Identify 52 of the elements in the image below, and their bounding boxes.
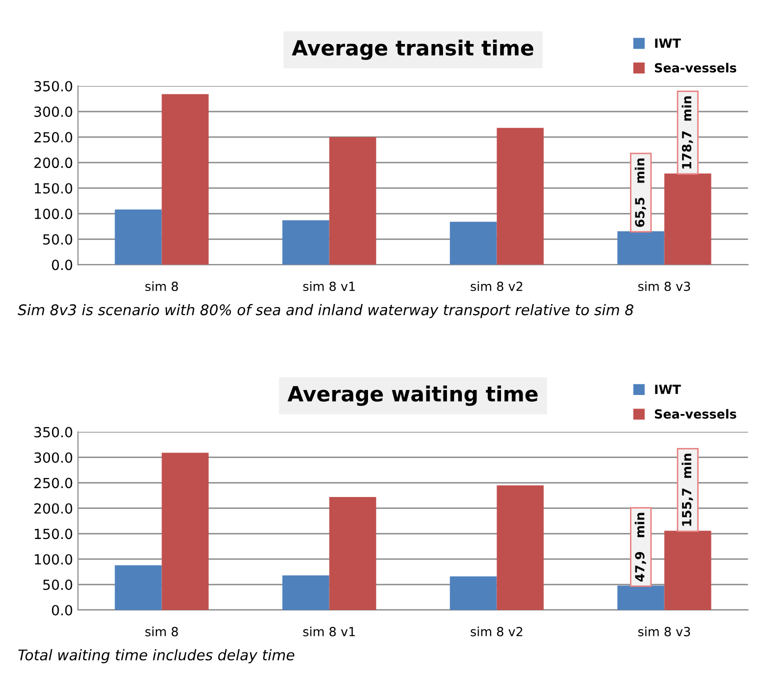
bar [282, 575, 330, 610]
y-tick-label: 0.0 [52, 260, 72, 270]
y-tick-label: 350.0 [34, 426, 72, 438]
y-tick-label: 350.0 [34, 80, 72, 92]
text: Total waiting time includes delay time [18, 649, 294, 664]
data-label: 65,5 min [634, 158, 646, 227]
y-tick-label: 150.0 [34, 528, 72, 540]
x-tick-label: sim 8 v3 [638, 281, 690, 292]
bar [329, 497, 376, 610]
y-tick-label: 100.0 [34, 554, 72, 565]
y-tick-label: 250.0 [34, 132, 72, 143]
bar [114, 565, 162, 610]
bar [496, 128, 544, 265]
y-tick-label: 300.0 [34, 452, 72, 463]
y-tick-label: 0.0 [52, 604, 72, 616]
x-tick-label: sim 8 v1 [303, 626, 355, 636]
bar [162, 94, 209, 265]
legend-label: IWT [655, 38, 681, 48]
bar [329, 137, 376, 265]
legend-label: IWT [655, 384, 681, 394]
data-label: 178,7 min [682, 96, 693, 168]
bar [617, 231, 664, 265]
bar [450, 222, 497, 265]
bar [282, 220, 330, 265]
bar [664, 530, 712, 610]
x-tick-label: sim 8 [145, 626, 178, 636]
data-label: 155,7 min [682, 454, 693, 526]
y-tick-label: 50.0 [43, 580, 72, 590]
bar [114, 210, 162, 265]
legend-label: Sea-vessels [654, 62, 736, 73]
data-label: 47,9 min [634, 512, 646, 582]
bar [496, 485, 544, 610]
x-tick-label: sim 8 v2 [470, 281, 522, 292]
x-tick-label: sim 8 v1 [303, 281, 355, 292]
legend-label: Sea-vessels [654, 409, 736, 419]
chart-title: Average waiting time [288, 386, 538, 406]
y-tick-label: 200.0 [34, 158, 72, 168]
chart-title: Average transit time [292, 40, 534, 60]
y-tick-label: 100.0 [34, 208, 72, 220]
bar [162, 452, 209, 610]
y-tick-label: 150.0 [34, 183, 72, 194]
x-tick-label: sim 8 v3 [638, 626, 690, 636]
bar [617, 586, 664, 610]
y-tick-label: 200.0 [34, 503, 72, 514]
y-tick-label: 250.0 [34, 478, 72, 488]
text: Sim 8v3 is scenario with 80% of sea and inland waterway transport relative to sim 8 [18, 304, 634, 318]
y-tick-label: 300.0 [34, 106, 72, 117]
bar [664, 173, 712, 265]
bar [450, 576, 497, 610]
y-tick-label: 50.0 [43, 234, 72, 245]
x-tick-label: sim 8 [145, 281, 178, 292]
x-tick-label: sim 8 v2 [470, 626, 522, 636]
